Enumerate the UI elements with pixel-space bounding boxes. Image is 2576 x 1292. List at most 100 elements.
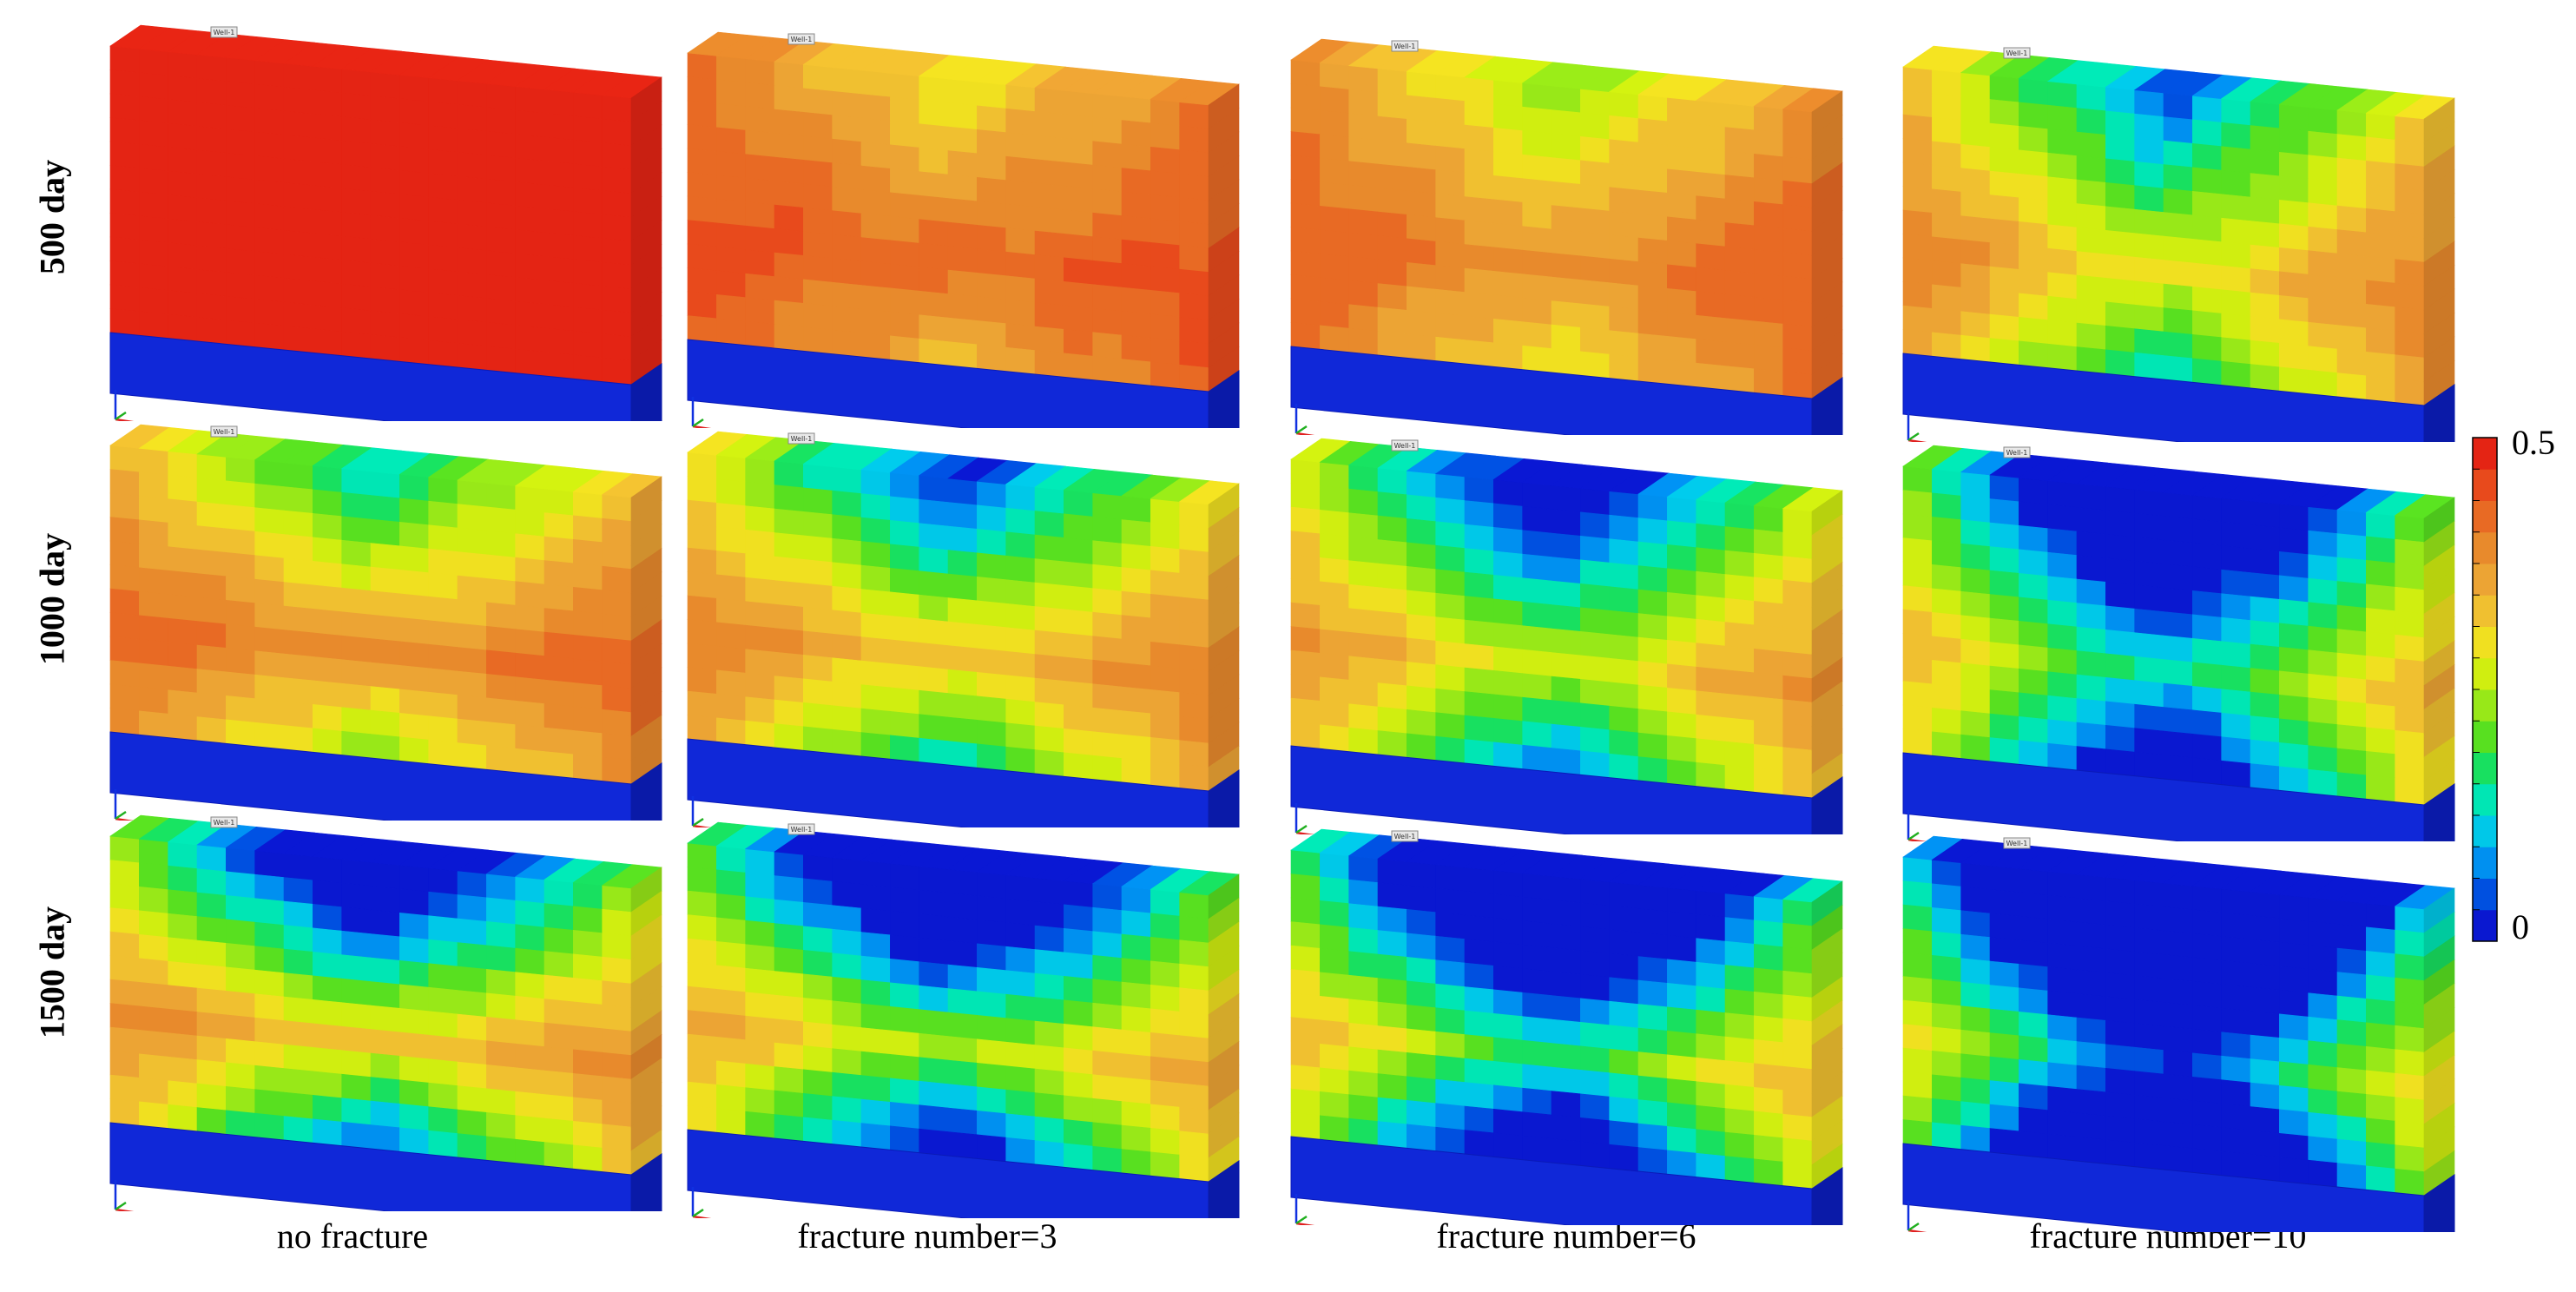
grid-cell <box>1724 222 1755 250</box>
water-layer-side <box>630 1153 662 1211</box>
grid-cell <box>139 311 168 339</box>
grid-cell <box>1377 1073 1407 1101</box>
grid-cell <box>1150 242 1180 270</box>
grid-cell <box>1150 338 1180 366</box>
grid-cell <box>1754 345 1783 372</box>
grid-cell <box>1290 155 1321 183</box>
grid-cell <box>1034 725 1064 754</box>
grid-cell <box>1150 1008 1180 1036</box>
grid-cell <box>1724 1131 1755 1160</box>
grid-cell <box>573 610 603 638</box>
grid-cell <box>977 201 1006 228</box>
grid-cell <box>2395 1072 2425 1101</box>
grid-cell <box>2047 81 2078 109</box>
grid-cell <box>1150 665 1180 693</box>
grid-cell <box>370 191 400 219</box>
grid-cell <box>803 583 833 610</box>
grid-cell <box>457 695 487 722</box>
grid-cell <box>977 225 1006 253</box>
grid-cell <box>1609 115 1639 143</box>
grid-cell <box>1782 1090 1813 1117</box>
grid-cell <box>687 571 717 599</box>
grid-cell <box>1493 199 1523 227</box>
grid-cell <box>1064 609 1093 636</box>
grid-cell <box>1754 529 1783 557</box>
grid-cell <box>1932 236 1961 264</box>
grid-cell <box>1902 234 1933 261</box>
grid-cell <box>313 280 342 308</box>
grid-cell <box>602 286 632 313</box>
grid-cell <box>2163 659 2193 687</box>
grid-cell <box>2221 1150 2251 1179</box>
grid-cell <box>947 693 978 721</box>
grid-cell <box>544 113 574 141</box>
grid-cell <box>602 1004 632 1032</box>
grid-cell <box>2019 340 2048 368</box>
grid-cell <box>860 285 891 313</box>
grid-cell <box>428 477 458 504</box>
grid-cell <box>2105 510 2135 537</box>
grid-cell <box>602 1099 632 1128</box>
grid-cell <box>1092 236 1123 264</box>
grid-cell <box>1667 935 1696 963</box>
grid-cell <box>1290 322 1321 350</box>
grid-cell <box>1034 749 1064 777</box>
grid-cell <box>109 1074 140 1103</box>
grid-cell <box>1092 707 1123 735</box>
grid-cell <box>1637 732 1668 761</box>
grid-cell <box>573 188 603 215</box>
grid-cell <box>341 1002 372 1030</box>
grid-cell <box>716 175 746 202</box>
grid-cell <box>1121 543 1151 571</box>
grid-cell <box>832 210 862 238</box>
grid-cell <box>890 472 919 500</box>
grid-cell <box>2250 572 2280 600</box>
grid-cell <box>1092 1098 1123 1126</box>
grid-cell <box>1407 494 1436 522</box>
grid-cell <box>168 313 198 342</box>
grid-cell <box>947 102 978 130</box>
grid-cell <box>1989 313 2019 342</box>
grid-cell <box>226 943 255 971</box>
grid-cell <box>2047 1038 2078 1066</box>
water-layer-front <box>109 731 632 821</box>
grid-cell <box>803 902 833 930</box>
grid-cell <box>2336 157 2367 186</box>
grid-cell <box>109 907 140 935</box>
grid-cell <box>2279 1013 2309 1041</box>
grid-cell <box>745 129 775 158</box>
grid-cell <box>2336 1138 2367 1167</box>
grid-cell <box>544 703 574 731</box>
grid-cell <box>2308 274 2338 302</box>
grid-cell <box>1932 93 1961 121</box>
grid-cell <box>2336 1043 2367 1071</box>
grid-cell <box>1522 696 1552 725</box>
grid-cell <box>1667 568 1696 596</box>
grid-cell <box>2279 1109 2309 1137</box>
grid-cell <box>109 284 140 313</box>
grid-cell <box>1782 109 1813 136</box>
grid-cell <box>1179 644 1209 672</box>
grid-cell <box>1377 92 1407 120</box>
grid-cell <box>109 564 140 592</box>
grid-cell <box>1667 616 1696 643</box>
axis-triad-icon <box>1295 803 1315 834</box>
grid-cell <box>1179 715 1209 744</box>
grid-cell <box>1724 270 1755 298</box>
grid-cell <box>2047 320 2078 347</box>
grid-cell <box>1989 1104 2019 1132</box>
grid-cell <box>168 665 198 694</box>
grid-cell <box>515 700 545 728</box>
grid-cell <box>1348 656 1379 683</box>
grid-cell <box>2019 964 2048 992</box>
grid-cell <box>860 189 891 217</box>
grid-cell <box>2047 504 2078 532</box>
well-tag: Well-1 <box>210 816 238 828</box>
grid-cell <box>1754 720 1783 748</box>
grid-cell <box>2221 1032 2251 1059</box>
grid-cell <box>2308 155 2338 182</box>
grid-cell <box>1902 609 1933 637</box>
grid-cell <box>254 555 285 583</box>
grid-cell <box>1667 911 1696 939</box>
grid-cell <box>803 255 833 283</box>
